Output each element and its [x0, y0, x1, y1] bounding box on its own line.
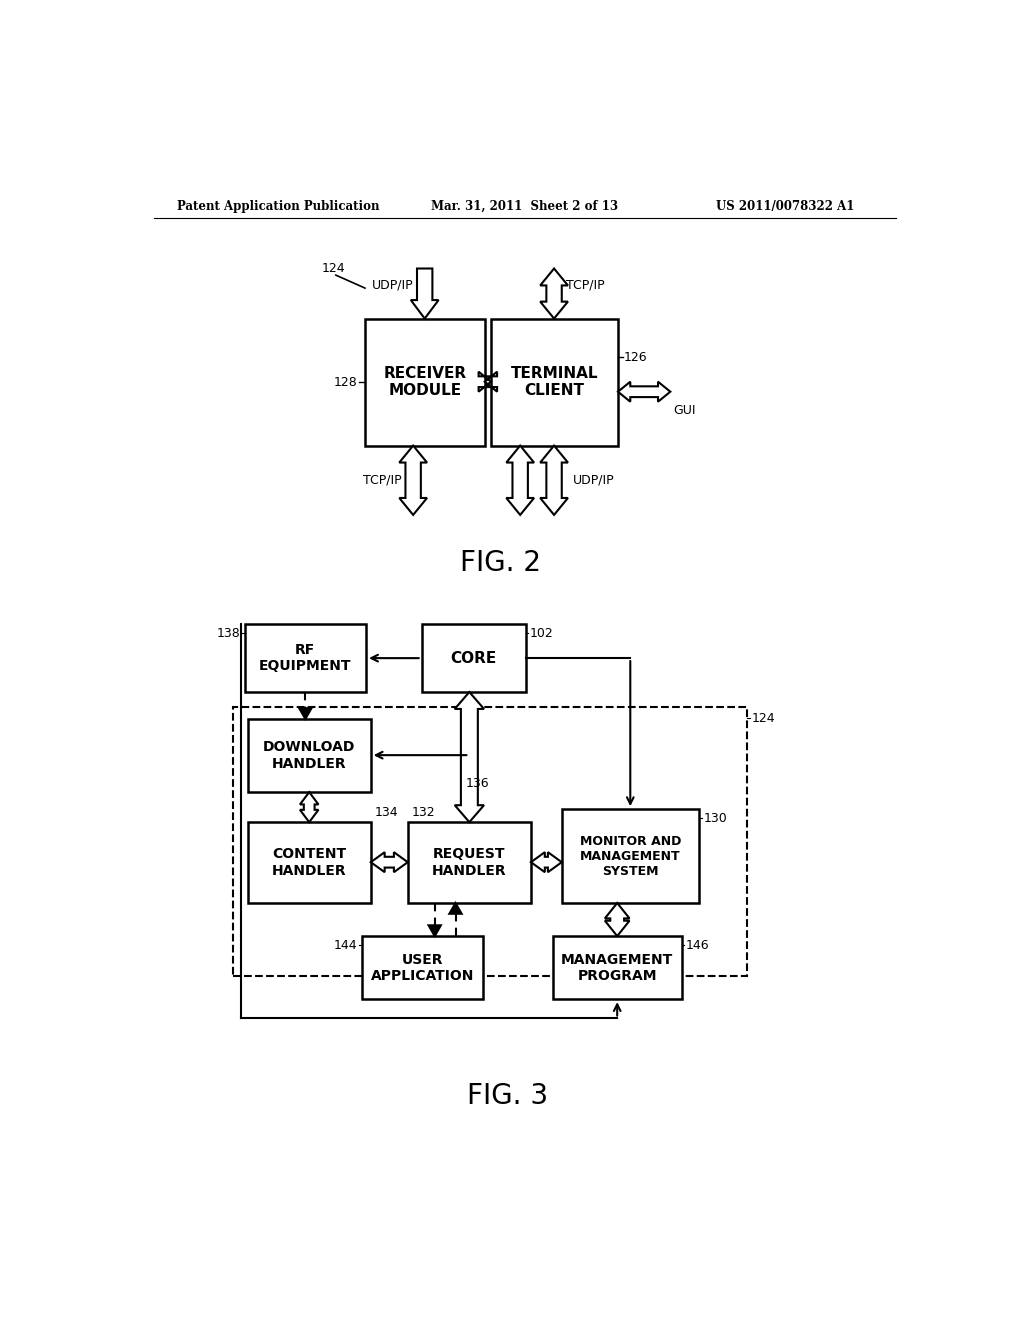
Text: 132: 132 [412, 807, 435, 820]
Text: 130: 130 [703, 812, 727, 825]
Text: 144: 144 [334, 939, 357, 952]
Text: UDP/IP: UDP/IP [372, 279, 413, 292]
Text: REQUEST
HANDLER: REQUEST HANDLER [432, 847, 507, 878]
Text: 134: 134 [375, 807, 398, 820]
Bar [233, 706, 748, 977]
Text: Patent Application Publication: Patent Application Publication [177, 199, 379, 213]
Text: FIG. 2: FIG. 2 [460, 549, 541, 577]
Polygon shape [531, 853, 562, 873]
Polygon shape [506, 446, 535, 515]
Text: CONTENT
HANDLER: CONTENT HANDLER [272, 847, 346, 878]
Polygon shape [300, 792, 318, 822]
Text: 136: 136 [466, 777, 489, 791]
Polygon shape [478, 372, 497, 392]
Text: USER
APPLICATION: USER APPLICATION [371, 953, 474, 983]
Text: 138: 138 [217, 627, 241, 640]
Bar [490, 318, 617, 446]
Text: FIG. 3: FIG. 3 [467, 1082, 549, 1110]
Bar [553, 936, 682, 999]
Text: GUI: GUI [674, 404, 696, 417]
Bar [562, 809, 698, 903]
Polygon shape [371, 853, 408, 873]
Text: TCP/IP: TCP/IP [362, 474, 401, 487]
Text: 124: 124 [322, 261, 345, 275]
Text: MANAGEMENT
PROGRAM: MANAGEMENT PROGRAM [561, 953, 674, 983]
Text: 124: 124 [752, 711, 775, 725]
Text: 128: 128 [334, 376, 357, 388]
Text: RF
EQUIPMENT: RF EQUIPMENT [259, 643, 351, 673]
Polygon shape [399, 446, 427, 515]
Text: 126: 126 [625, 351, 648, 363]
Polygon shape [299, 708, 311, 719]
Bar [408, 822, 531, 903]
Polygon shape [541, 268, 568, 318]
Text: MONITOR AND
MANAGEMENT
SYSTEM: MONITOR AND MANAGEMENT SYSTEM [580, 834, 681, 878]
Text: UDP/IP: UDP/IP [573, 474, 615, 487]
Polygon shape [450, 903, 462, 913]
Text: RECEIVER
MODULE: RECEIVER MODULE [384, 366, 467, 399]
Polygon shape [455, 692, 484, 822]
Text: CORE: CORE [451, 651, 497, 665]
Text: 146: 146 [686, 939, 710, 952]
Polygon shape [411, 268, 438, 318]
Polygon shape [541, 446, 568, 515]
Polygon shape [429, 925, 441, 936]
Polygon shape [605, 903, 630, 936]
Bar [366, 318, 484, 446]
Text: 102: 102 [529, 627, 553, 640]
Polygon shape [617, 381, 671, 401]
Bar [248, 822, 371, 903]
Text: US 2011/0078322 A1: US 2011/0078322 A1 [716, 199, 854, 213]
Bar [245, 624, 367, 692]
Bar [361, 936, 483, 999]
Text: DOWNLOAD
HANDLER: DOWNLOAD HANDLER [263, 741, 355, 771]
Text: Mar. 31, 2011  Sheet 2 of 13: Mar. 31, 2011 Sheet 2 of 13 [431, 199, 618, 213]
Bar [422, 624, 525, 692]
Text: TERMINAL
CLIENT: TERMINAL CLIENT [511, 366, 598, 399]
Text: TCP/IP: TCP/IP [565, 279, 604, 292]
Bar [248, 719, 371, 792]
